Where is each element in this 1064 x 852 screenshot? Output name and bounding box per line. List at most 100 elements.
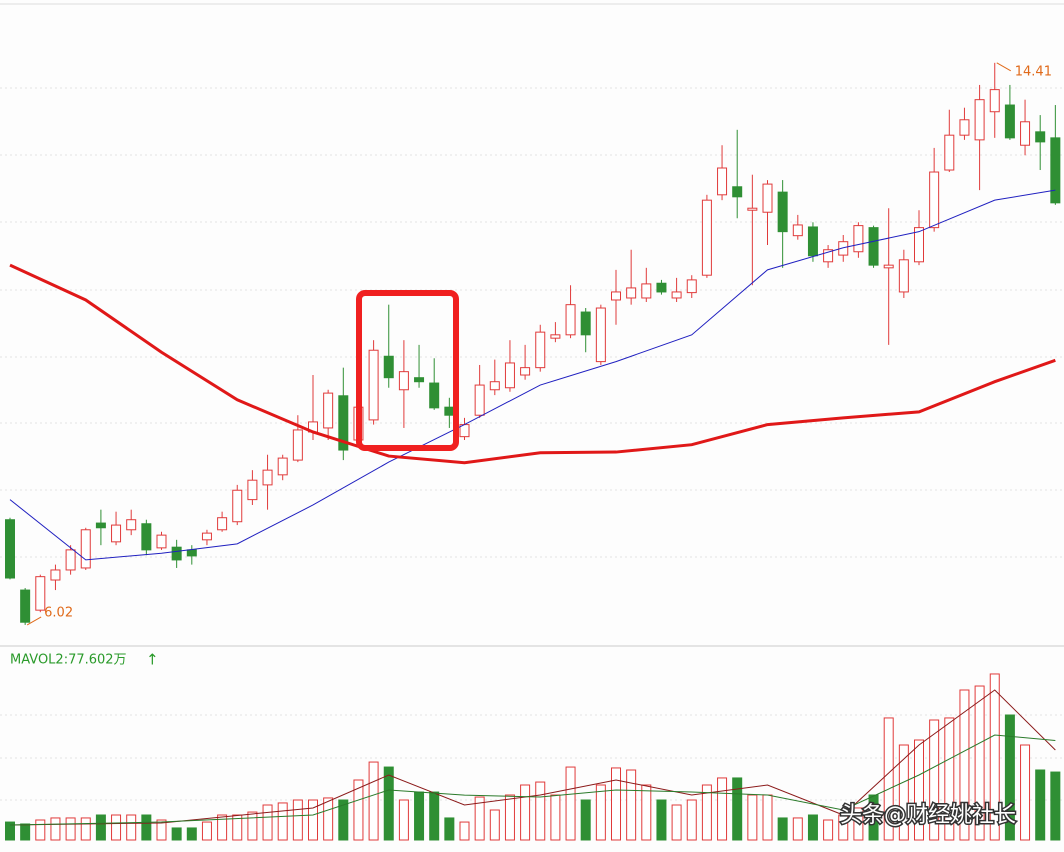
candle-body	[444, 406, 455, 416]
candle-body	[868, 227, 879, 266]
candle-body	[641, 283, 652, 299]
volume-bar	[823, 819, 834, 841]
volume-bar	[762, 794, 773, 841]
volume-bar	[898, 744, 909, 841]
highlight-box	[356, 290, 459, 451]
candle-body	[111, 524, 122, 543]
candle-body	[595, 307, 606, 363]
volume-bar	[186, 827, 197, 841]
volume-bar	[535, 781, 546, 841]
candle-body	[974, 99, 985, 141]
candle-body	[368, 349, 379, 421]
volume-bar	[323, 797, 334, 841]
candle-body	[1035, 131, 1046, 143]
candle-body	[50, 569, 61, 581]
candle-body	[944, 134, 955, 171]
volume-bar	[201, 821, 212, 841]
volume-bar	[595, 784, 606, 841]
volume-average	[9, 734, 1056, 826]
volume-bar	[308, 799, 318, 841]
volume-bar	[141, 814, 152, 841]
candle-body	[838, 241, 849, 256]
candle-body	[914, 227, 924, 263]
candle-body	[777, 191, 788, 233]
volume-bar	[580, 799, 591, 841]
candle-body	[414, 377, 425, 383]
volume-bar	[414, 791, 425, 841]
candle-body	[717, 167, 728, 196]
candle-body	[474, 384, 485, 416]
candle-body	[883, 264, 894, 269]
candle-body	[747, 207, 758, 211]
candle-body	[201, 532, 212, 541]
candle-body	[323, 392, 334, 429]
candle-body	[5, 519, 15, 579]
candle-body	[1020, 121, 1031, 146]
volume-bar	[792, 817, 803, 841]
volume-bar	[1020, 744, 1031, 841]
volume-bar	[565, 766, 576, 841]
volume-average	[9, 689, 1056, 826]
volume-bar	[474, 796, 485, 841]
candle-body	[398, 371, 409, 391]
candle-body	[141, 523, 152, 551]
volume-bar	[883, 717, 894, 841]
volume-bar	[777, 817, 788, 841]
candle-body	[489, 381, 500, 391]
volume-bar	[671, 804, 682, 841]
volume-bar	[262, 804, 273, 841]
candle-body	[171, 546, 182, 561]
volume-bar	[929, 719, 940, 841]
candle-body	[156, 534, 167, 549]
volume-bar	[914, 739, 924, 841]
candle-body	[80, 529, 91, 569]
candle-body	[929, 171, 940, 229]
volume-bar	[686, 799, 697, 841]
candle-body	[429, 382, 440, 409]
volume-bar	[5, 821, 15, 841]
candle-body	[247, 479, 258, 501]
candle-body	[186, 549, 197, 557]
volume-bar	[504, 794, 515, 841]
volume-bar	[747, 794, 758, 841]
moving-average	[9, 189, 1056, 561]
candle-body	[762, 183, 773, 213]
volume-bar	[459, 821, 470, 841]
volume-bar	[626, 769, 637, 841]
candle-body	[126, 519, 137, 531]
low-label: 6.02	[44, 605, 73, 620]
candle-body	[1004, 104, 1015, 139]
candle-body	[550, 334, 561, 339]
watermark: 头条@财经姚社长	[840, 803, 1016, 828]
candle-body	[656, 282, 667, 293]
volume-bar	[383, 766, 394, 841]
volume-bar	[292, 799, 303, 841]
plot: 14.41 6.02 MAVOL2:77.602万 ↑	[5, 62, 1061, 841]
volume-bar	[80, 817, 91, 841]
candle-body	[989, 89, 1000, 113]
volume-bar	[717, 777, 728, 841]
volume-label: MAVOL2:77.602万	[10, 653, 127, 668]
volume-bar	[853, 807, 864, 841]
candle-body	[520, 367, 531, 376]
candle-body	[277, 457, 288, 476]
candle-body	[823, 249, 834, 263]
volume-bar	[868, 794, 879, 841]
candle-body	[701, 199, 712, 276]
volume-bar	[489, 809, 500, 841]
candle-body	[611, 291, 621, 301]
candle-body	[383, 355, 394, 379]
volume-bar	[701, 784, 712, 841]
volume-bar	[520, 784, 531, 841]
volume-bar	[656, 799, 667, 841]
candle-body	[262, 469, 273, 486]
volume-bar	[277, 802, 288, 841]
volume-bar	[1050, 771, 1061, 841]
volume-bar	[959, 689, 970, 841]
candle-body	[792, 224, 803, 237]
volume-bar	[429, 791, 440, 841]
candle-body	[217, 517, 228, 531]
high-label: 14.41	[1015, 64, 1052, 79]
